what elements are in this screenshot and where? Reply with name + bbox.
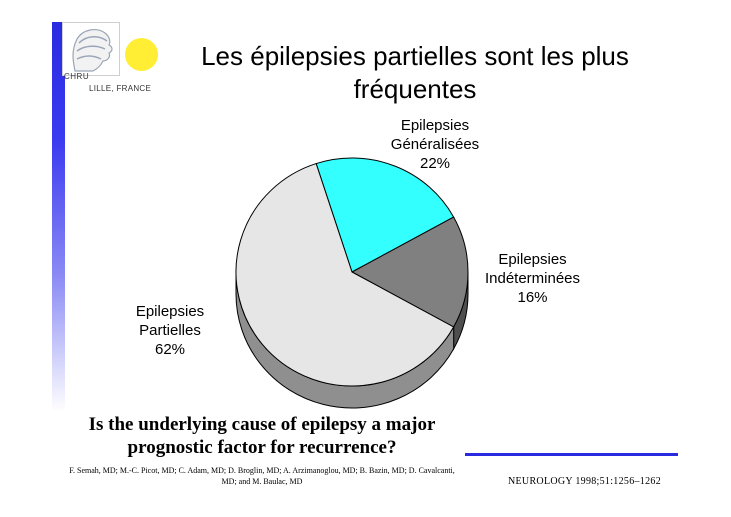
pie-label-generalisees-percent: 22% xyxy=(419,155,451,172)
chru-logo: CHRU LILLE, FRANCE xyxy=(62,22,167,97)
journal-citation: NEUROLOGY 1998;51:1256–1262 xyxy=(508,476,662,487)
pie-slice-2 xyxy=(235,162,455,387)
sidebar-gradient-bar xyxy=(52,22,65,412)
pie-label-partielles: Epilepsies Partielles 62% xyxy=(110,302,230,359)
pie-label-indeterminees-line1: Epilepsies xyxy=(498,251,567,268)
pie-label-partielles-line2: Partielles xyxy=(139,322,201,339)
slide-title: Les épilepsies partielles sont les plus … xyxy=(201,41,629,104)
author-list: F. Semah, MD; M.-C. Picot, MD; C. Adam, … xyxy=(69,466,455,486)
logo-profile-emblem xyxy=(62,22,120,76)
pie-label-generalisees: Epilepsies Généralisées 22% xyxy=(375,116,495,173)
blue-divider xyxy=(465,453,678,456)
pie-label-partielles-percent: 62% xyxy=(154,341,186,358)
pie-slice-1 xyxy=(350,216,469,328)
pie-label-generalisees-line2: Généralisées xyxy=(390,136,480,153)
pie-slice-0 xyxy=(315,157,455,273)
pie-label-partielles-line1: Epilepsies xyxy=(135,303,205,320)
pie-label-indeterminees-percent: 16% xyxy=(517,289,548,306)
logo-text-lille: LILLE, FRANCE xyxy=(89,84,152,93)
profile-head-icon xyxy=(72,29,113,72)
logo-text-chru: CHRU xyxy=(64,72,90,81)
research-question: Is the underlying cause of epilepsy a ma… xyxy=(88,414,436,458)
sun-icon xyxy=(125,38,158,71)
pie-label-generalisees-line1: Epilepsies xyxy=(400,117,470,134)
pie-label-indeterminees-line2: Indéterminées xyxy=(484,270,581,287)
pie-label-indeterminees: Epilepsies Indéterminées 16% xyxy=(470,250,595,307)
